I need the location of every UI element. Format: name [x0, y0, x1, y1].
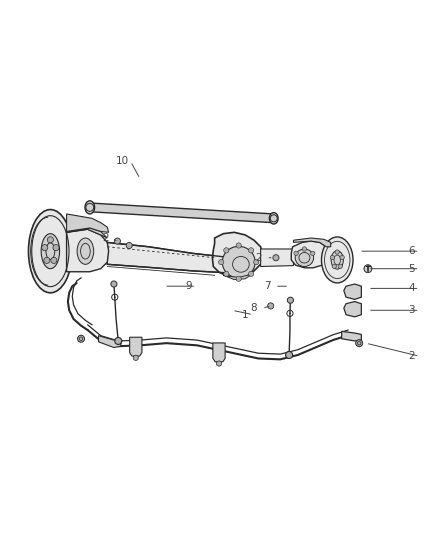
Circle shape: [51, 257, 57, 263]
Polygon shape: [130, 337, 142, 356]
Ellipse shape: [295, 249, 314, 266]
Polygon shape: [344, 284, 361, 300]
Circle shape: [311, 251, 315, 255]
Polygon shape: [344, 302, 361, 317]
Polygon shape: [223, 274, 252, 280]
Ellipse shape: [269, 213, 278, 224]
Polygon shape: [67, 228, 107, 238]
Circle shape: [111, 281, 117, 287]
Polygon shape: [67, 229, 109, 272]
Text: 2: 2: [255, 253, 262, 263]
Polygon shape: [293, 238, 331, 247]
Circle shape: [330, 255, 335, 260]
Polygon shape: [213, 343, 225, 362]
Text: 5: 5: [408, 264, 415, 273]
Text: 7: 7: [264, 281, 271, 291]
Circle shape: [126, 243, 132, 248]
Circle shape: [254, 260, 259, 265]
Circle shape: [294, 251, 298, 255]
Circle shape: [335, 250, 339, 254]
Circle shape: [224, 248, 229, 253]
Text: 10: 10: [116, 156, 129, 166]
Ellipse shape: [222, 246, 255, 278]
Circle shape: [332, 264, 336, 269]
Circle shape: [338, 264, 343, 269]
Circle shape: [287, 297, 293, 303]
Circle shape: [44, 257, 50, 263]
Circle shape: [78, 335, 85, 342]
Circle shape: [53, 245, 59, 251]
Polygon shape: [212, 232, 263, 278]
Circle shape: [219, 260, 224, 265]
Polygon shape: [291, 241, 328, 268]
Ellipse shape: [77, 238, 94, 264]
Polygon shape: [342, 332, 361, 341]
Text: 2: 2: [102, 233, 109, 243]
Circle shape: [248, 271, 254, 277]
Ellipse shape: [41, 233, 60, 269]
Polygon shape: [99, 336, 122, 348]
Circle shape: [47, 237, 53, 243]
Circle shape: [364, 265, 372, 273]
Circle shape: [302, 247, 307, 251]
Text: 3: 3: [408, 305, 415, 316]
Circle shape: [286, 351, 293, 359]
Ellipse shape: [81, 243, 90, 259]
Text: 2: 2: [408, 351, 415, 361]
Ellipse shape: [233, 256, 249, 272]
Circle shape: [236, 276, 241, 281]
Ellipse shape: [28, 209, 72, 293]
Text: 8: 8: [251, 303, 258, 313]
Text: 1: 1: [242, 310, 249, 320]
Circle shape: [114, 238, 120, 244]
Text: 9: 9: [185, 281, 192, 291]
Text: 4: 4: [408, 284, 415, 293]
Circle shape: [133, 355, 138, 360]
Polygon shape: [67, 214, 109, 232]
Ellipse shape: [85, 201, 95, 214]
Polygon shape: [107, 243, 232, 273]
Ellipse shape: [321, 237, 353, 283]
Circle shape: [115, 337, 122, 344]
Circle shape: [268, 303, 274, 309]
Circle shape: [236, 243, 241, 248]
Circle shape: [340, 255, 344, 260]
Text: 6: 6: [408, 246, 415, 256]
Circle shape: [273, 255, 279, 261]
Circle shape: [248, 248, 254, 253]
Polygon shape: [89, 203, 274, 223]
Ellipse shape: [331, 251, 343, 269]
Circle shape: [224, 271, 229, 277]
Circle shape: [42, 245, 48, 251]
Circle shape: [216, 361, 222, 366]
Polygon shape: [261, 249, 293, 266]
Circle shape: [356, 340, 363, 346]
